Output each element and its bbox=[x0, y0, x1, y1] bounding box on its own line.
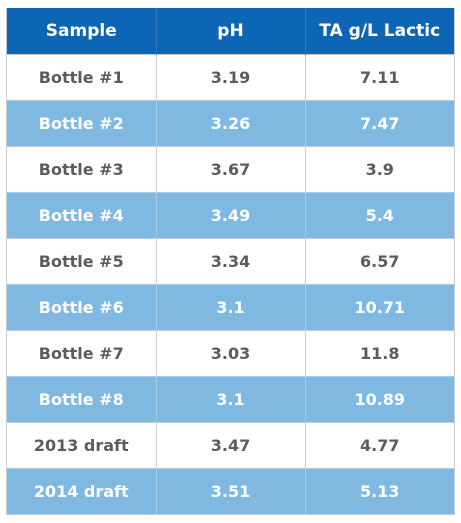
ta-cell: 11.8 bbox=[304, 330, 454, 377]
ph-cell: 3.51 bbox=[155, 468, 305, 514]
table-row: Bottle #3 3.67 3.9 bbox=[7, 146, 454, 193]
table-row: Bottle #6 3.1 10.71 bbox=[7, 284, 454, 331]
ta-cell: 7.47 bbox=[304, 100, 454, 147]
ta-cell: 7.11 bbox=[304, 54, 454, 101]
ta-cell: 5.13 bbox=[304, 468, 454, 514]
column-header-ta: TA g/L Lactic bbox=[304, 8, 454, 55]
sample-cell: Bottle #8 bbox=[7, 376, 156, 423]
ta-cell: 4.77 bbox=[304, 422, 454, 469]
table-row: Bottle #7 3.03 11.8 bbox=[7, 330, 454, 377]
ph-cell: 3.1 bbox=[155, 284, 305, 331]
table-row: 2013 draft 3.47 4.77 bbox=[7, 422, 454, 469]
ph-cell: 3.34 bbox=[155, 238, 305, 285]
table-row: Bottle #2 3.26 7.47 bbox=[7, 100, 454, 147]
sample-cell: 2013 draft bbox=[7, 422, 156, 469]
sample-cell: Bottle #1 bbox=[7, 54, 156, 101]
sample-cell: Bottle #7 bbox=[7, 330, 156, 377]
sample-table-container: Sample pH TA g/L Lactic Bottle #1 3.19 7… bbox=[6, 8, 455, 515]
table-row: Bottle #1 3.19 7.11 bbox=[7, 54, 454, 101]
sample-cell: Bottle #3 bbox=[7, 146, 156, 193]
ph-cell: 3.47 bbox=[155, 422, 305, 469]
table-row: 2014 draft 3.51 5.13 bbox=[7, 468, 454, 514]
ph-cell: 3.26 bbox=[155, 100, 305, 147]
sample-cell: Bottle #5 bbox=[7, 238, 156, 285]
ph-cell: 3.1 bbox=[155, 376, 305, 423]
column-header-ph: pH bbox=[155, 8, 305, 55]
ph-cell: 3.19 bbox=[155, 54, 305, 101]
ta-cell: 10.71 bbox=[304, 284, 454, 331]
ta-cell: 3.9 bbox=[304, 146, 454, 193]
ph-cell: 3.49 bbox=[155, 192, 305, 239]
ph-cell: 3.03 bbox=[155, 330, 305, 377]
sample-cell: Bottle #6 bbox=[7, 284, 156, 331]
ta-cell: 5.4 bbox=[304, 192, 454, 239]
ta-cell: 6.57 bbox=[304, 238, 454, 285]
sample-cell: 2014 draft bbox=[7, 468, 156, 514]
ph-cell: 3.67 bbox=[155, 146, 305, 193]
column-header-sample: Sample bbox=[7, 8, 156, 55]
table-row: Bottle #5 3.34 6.57 bbox=[7, 238, 454, 285]
table-row: Bottle #4 3.49 5.4 bbox=[7, 192, 454, 239]
table-row: Bottle #8 3.1 10.89 bbox=[7, 376, 454, 423]
sample-cell: Bottle #2 bbox=[7, 100, 156, 147]
table-header-row: Sample pH TA g/L Lactic bbox=[7, 8, 454, 55]
ta-cell: 10.89 bbox=[304, 376, 454, 423]
sample-table: Sample pH TA g/L Lactic Bottle #1 3.19 7… bbox=[7, 8, 454, 514]
sample-cell: Bottle #4 bbox=[7, 192, 156, 239]
